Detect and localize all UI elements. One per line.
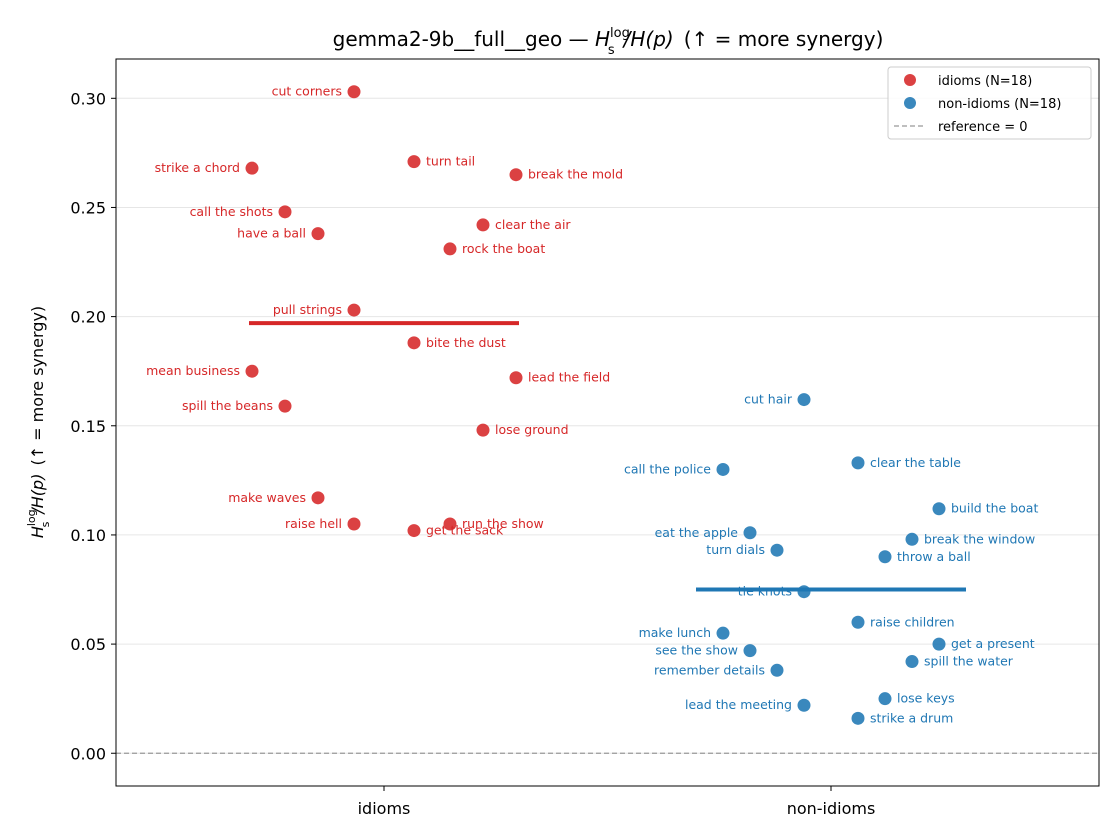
point-label: tie knots: [738, 584, 792, 599]
data-point: [851, 711, 865, 725]
data-point: [716, 462, 730, 476]
y-tick-label: 0.00: [70, 744, 106, 763]
point-label: lose ground: [495, 422, 569, 437]
data-point: [851, 615, 865, 629]
point-label: turn tail: [426, 154, 475, 169]
data-point: [932, 502, 946, 516]
point-label: clear the air: [495, 217, 571, 232]
point-label: break the window: [924, 531, 1035, 546]
data-point: [797, 393, 811, 407]
point-label: bite the dust: [426, 335, 506, 350]
data-point: [509, 371, 523, 385]
data-point: [716, 626, 730, 640]
point-label: run the show: [462, 516, 544, 531]
data-point: [770, 663, 784, 677]
mean-lines: [249, 321, 966, 592]
point-label: spill the water: [924, 654, 1014, 669]
y-tick-label: 0.05: [70, 635, 106, 654]
legend: idioms (N=18) non-idioms (N=18) referenc…: [887, 66, 1092, 140]
data-point: [851, 456, 865, 470]
point-label: call the shots: [190, 204, 273, 219]
data-point: [347, 85, 361, 99]
data-point: [311, 227, 325, 241]
data-points: [245, 85, 946, 725]
point-label: mean business: [146, 363, 240, 378]
data-point: [245, 364, 259, 378]
data-point: [407, 155, 421, 169]
point-label: break the mold: [528, 167, 623, 182]
point-label: turn dials: [706, 542, 765, 557]
point-label: throw a ball: [897, 549, 971, 564]
legend-marker-non-idioms: [904, 97, 916, 109]
data-point: [443, 242, 457, 256]
data-point: [347, 303, 361, 317]
legend-label-reference: reference = 0: [938, 120, 1028, 135]
legend-label-non-idioms: non-idioms (N=18): [938, 97, 1061, 112]
y-tick-label: 0.20: [70, 308, 106, 327]
data-point: [905, 532, 919, 546]
data-point: [878, 550, 892, 564]
point-label: see the show: [655, 643, 738, 658]
point-label: call the police: [624, 461, 711, 476]
point-label: strike a chord: [155, 160, 240, 175]
plot-frame: [115, 58, 1100, 787]
data-point: [476, 218, 490, 232]
data-point: [278, 205, 292, 219]
point-label: eat the apple: [655, 525, 739, 540]
data-point: [245, 161, 259, 175]
point-label: lead the field: [528, 370, 610, 385]
point-label: clear the table: [870, 455, 961, 470]
point-label: lose keys: [897, 691, 955, 706]
legend-box: [887, 66, 1092, 140]
y-tick-label: 0.25: [70, 198, 106, 217]
point-label: make lunch: [639, 625, 711, 640]
point-label: lead the meeting: [685, 697, 792, 712]
point-label: cut corners: [272, 84, 342, 99]
data-point: [407, 336, 421, 350]
data-point: [932, 637, 946, 651]
point-label: raise children: [870, 614, 955, 629]
y-tick-label: 0.10: [70, 526, 106, 545]
data-point: [905, 655, 919, 669]
data-point: [476, 423, 490, 437]
point-label: cut hair: [744, 392, 793, 407]
point-label: raise hell: [285, 516, 342, 531]
data-point: [311, 491, 325, 505]
grid-lines: [116, 97, 1099, 754]
point-label: get the sack: [426, 523, 504, 538]
x-tick-label: non-idioms: [787, 799, 876, 818]
point-label: make waves: [228, 490, 306, 505]
point-label: pull strings: [273, 302, 342, 317]
data-point: [347, 517, 361, 531]
point-label: get a present: [951, 636, 1035, 651]
y-tick-label: 0.30: [70, 89, 106, 108]
point-label: rock the boat: [462, 241, 545, 256]
y-axis-label: Hlogs/H(p)(↑ = more synergy): [25, 306, 52, 538]
y-tick-label: 0.15: [70, 417, 106, 436]
point-label: have a ball: [237, 226, 306, 241]
data-point: [797, 698, 811, 712]
data-point: [278, 399, 292, 413]
data-point: [443, 517, 457, 531]
legend-label-idioms: idioms (N=18): [938, 74, 1032, 89]
legend-marker-idioms: [904, 74, 916, 86]
point-labels: cut corners strike a chord turn tail break …: [146, 84, 1038, 726]
x-axis: idioms non-idioms: [358, 786, 876, 818]
chart-title: gemma2-9b__full__geo — Hlog s/H(p) (↑ = mo…: [333, 26, 884, 58]
point-label: spill the beans: [182, 398, 273, 413]
data-point: [878, 692, 892, 706]
point-label: remember details: [654, 662, 765, 677]
data-point: [797, 585, 811, 599]
data-point: [407, 524, 421, 538]
data-point: [743, 526, 757, 540]
y-axis: 0.00 0.05 0.10 0.15 0.20 0.25 0.30: [70, 89, 116, 763]
point-label: strike a drum: [870, 710, 953, 725]
point-label: build the boat: [951, 501, 1038, 516]
data-point: [509, 168, 523, 182]
data-point: [770, 543, 784, 557]
x-tick-label: idioms: [358, 799, 411, 818]
data-point: [743, 644, 757, 658]
